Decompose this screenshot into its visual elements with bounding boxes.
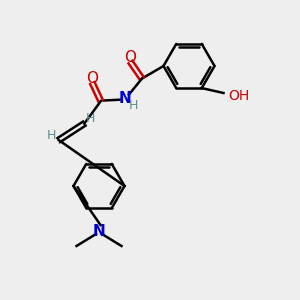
Text: H: H [86, 112, 96, 125]
Text: H: H [46, 129, 56, 142]
Text: OH: OH [228, 89, 249, 103]
Text: N: N [93, 224, 105, 238]
Text: O: O [124, 50, 136, 65]
Text: N: N [119, 91, 132, 106]
Text: H: H [129, 99, 139, 112]
Text: O: O [86, 71, 98, 86]
